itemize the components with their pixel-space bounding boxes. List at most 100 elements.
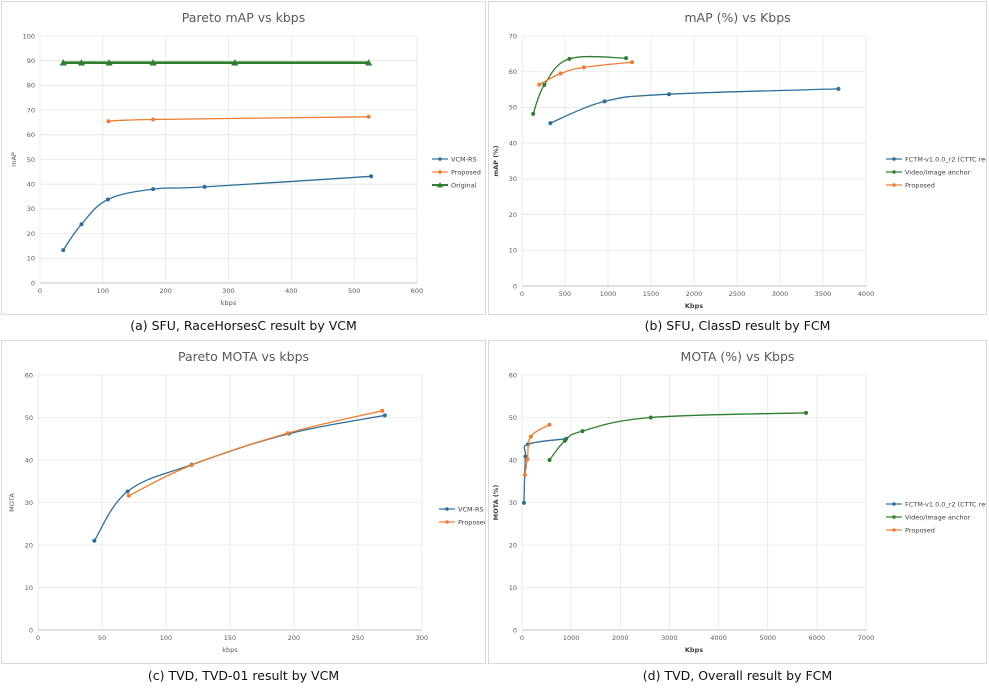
chart-title: Pareto mAP vs kbps — [182, 10, 305, 25]
y-tick-label: 70 — [509, 32, 517, 40]
legend-marker — [892, 502, 896, 506]
legend-marker — [438, 157, 442, 161]
y-tick-label: 30 — [27, 205, 35, 213]
data-point — [382, 413, 387, 418]
chart-title: mAP (%) vs Kbps — [684, 10, 790, 25]
y-tick-label: 30 — [25, 499, 33, 507]
data-point — [77, 59, 86, 66]
y-tick-label: 40 — [509, 456, 517, 464]
legend-label: Video/Image anchor — [905, 168, 971, 176]
data-point — [542, 82, 547, 87]
x-tick-label: 0 — [36, 634, 40, 642]
y-tick-label: 100 — [23, 32, 35, 40]
legend-marker — [892, 183, 896, 187]
data-point — [285, 431, 290, 436]
y-tick-label: 0 — [513, 626, 517, 634]
x-tick-label: 50 — [98, 634, 106, 642]
x-tick-label: 1000 — [563, 634, 580, 642]
x-tick-label: 0 — [520, 634, 524, 642]
y-tick-label: 80 — [27, 82, 35, 90]
data-point — [547, 422, 552, 427]
data-point — [836, 86, 841, 91]
x-tick-label: 150 — [224, 634, 236, 642]
data-point — [648, 415, 653, 420]
data-point — [105, 59, 113, 66]
y-axis-label: MOTA (%) — [492, 485, 500, 521]
y-tick-label: 50 — [25, 414, 33, 422]
x-axis-label: kbps — [221, 299, 237, 307]
chart-panel-d: MOTA (%) vs Kbps 0 10 20 30 40 50 60 0 1000 2000 30… — [488, 340, 989, 664]
data-point — [151, 187, 156, 192]
y-tick-label: 90 — [27, 57, 35, 65]
series-line-video-image-anchor — [548, 412, 807, 461]
x-tick-label: 200 — [159, 287, 171, 295]
data-point — [531, 111, 536, 116]
x-axis-label: kbps — [222, 646, 238, 654]
legend-label: FCTM-v1.0.0_r2 (CTTC result) — [905, 500, 986, 508]
data-point — [151, 117, 156, 122]
data-point — [126, 493, 131, 498]
y-tick-label: 20 — [27, 230, 35, 238]
legend-marker — [892, 515, 896, 519]
x-tick-label: 1500 — [643, 290, 660, 298]
data-point — [567, 56, 572, 61]
chart-d: MOTA (%) vs Kbps 0 10 20 30 40 50 60 0 1000 2000 30… — [492, 349, 989, 654]
data-point — [630, 60, 635, 65]
y-tick-label: 10 — [509, 247, 517, 255]
data-point — [92, 538, 97, 543]
y-tick-label: 30 — [509, 175, 517, 183]
data-point — [525, 457, 530, 462]
data-point — [548, 121, 553, 126]
x-tick-label: 400 — [285, 287, 297, 295]
x-tick-label: 3000 — [661, 634, 678, 642]
y-tick-label: 50 — [509, 104, 517, 112]
x-tick-label: 4000 — [858, 290, 875, 298]
y-axis-label: MOTA — [8, 493, 16, 512]
x-tick-label: 2500 — [729, 290, 746, 298]
data-point — [558, 71, 563, 76]
legend-marker — [445, 507, 449, 511]
legend-label: Original — [451, 181, 477, 189]
data-point — [231, 59, 239, 66]
y-tick-label: 40 — [27, 181, 35, 189]
legend-marker — [892, 528, 896, 532]
x-tick-label: 2000 — [612, 634, 629, 642]
x-tick-label: 4000 — [710, 634, 727, 642]
y-tick-label: 10 — [27, 255, 35, 263]
legend-label: VCM-RS — [451, 155, 477, 163]
chart-panel-b: mAP (%) vs Kbps 0 10 20 30 40 50 60 70 0 500 1000 15… — [488, 1, 989, 315]
chart-b: mAP (%) vs Kbps 0 10 20 30 40 50 60 70 0 500 1000 15… — [492, 10, 989, 310]
series-line-vcm-rs — [93, 414, 386, 542]
caption-b: (b) SFU, ClassD result by FCM — [644, 318, 831, 333]
x-tick-label: 3500 — [815, 290, 832, 298]
x-tick-label: 6000 — [809, 634, 826, 642]
x-tick-label: 100 — [160, 634, 172, 642]
y-tick-label: 60 — [27, 131, 35, 139]
data-point — [61, 248, 66, 253]
x-tick-label: 300 — [222, 287, 234, 295]
x-axis-label: Kbps — [685, 646, 703, 654]
y-tick-label: 10 — [25, 584, 33, 592]
chart-a: Pareto mAP vs kbps 0 10 20 30 40 50 60 70 80 90 100… — [10, 10, 481, 307]
data-point — [624, 56, 629, 61]
data-point — [106, 119, 111, 124]
y-tick-label: 60 — [25, 371, 33, 379]
legend-label: Proposed — [458, 518, 485, 526]
x-tick-label: 200 — [288, 634, 300, 642]
y-tick-label: 20 — [25, 541, 33, 549]
series-line-fctm-v1-0-0-r2-cttc-result- — [550, 88, 839, 124]
data-point — [380, 408, 385, 413]
data-point — [602, 99, 607, 104]
legend-label: VCM-RS — [458, 505, 484, 513]
y-tick-label: 0 — [29, 626, 33, 634]
caption-c: (c) TVD, TVD-01 result by VCM — [147, 668, 340, 683]
data-point — [537, 82, 542, 87]
data-point — [125, 489, 130, 494]
legend-label: Proposed — [905, 526, 935, 534]
x-axis-label: Kbps — [685, 302, 703, 310]
data-point — [667, 92, 672, 97]
x-tick-label: 300 — [416, 634, 428, 642]
series-line-proposed — [538, 61, 633, 86]
y-tick-label: 30 — [509, 499, 517, 507]
y-axis-label: mAP (%) — [492, 145, 500, 176]
